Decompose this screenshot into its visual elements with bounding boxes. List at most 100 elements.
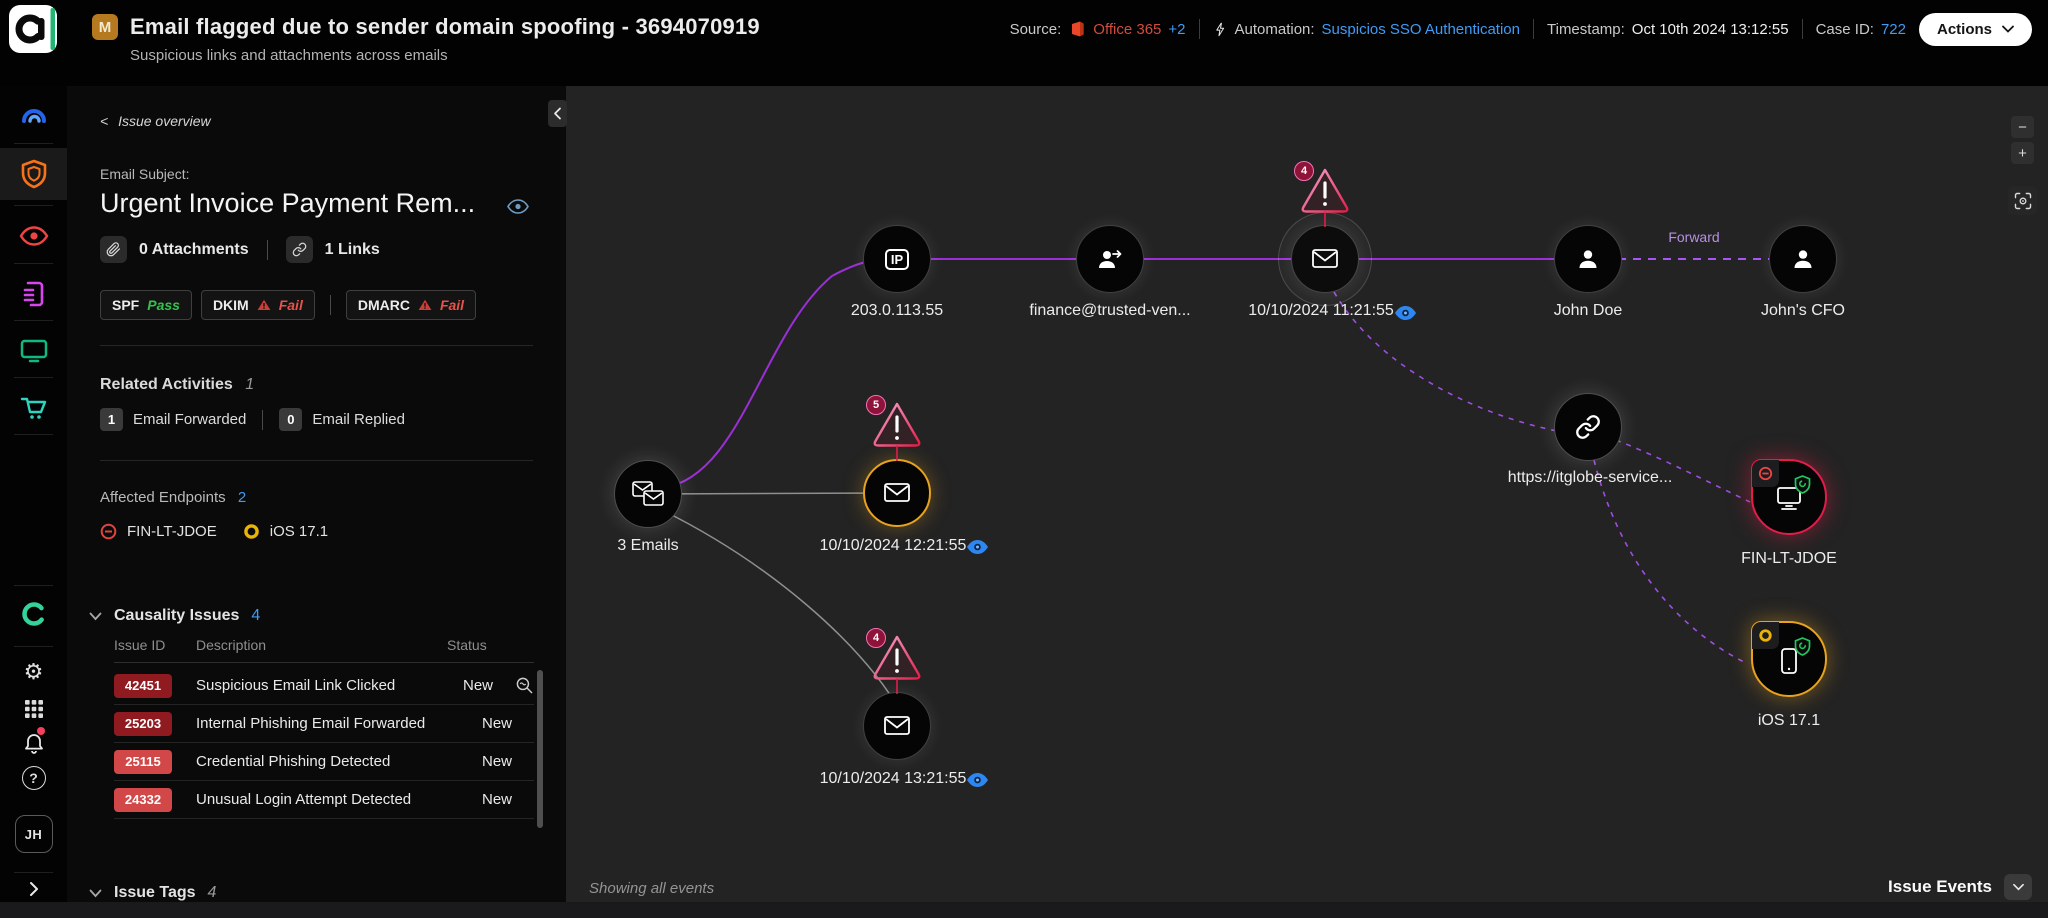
- apps-grid-button[interactable]: [0, 690, 67, 728]
- issue-tags-header[interactable]: Issue Tags 4: [89, 884, 216, 902]
- endpoint-fin-label[interactable]: FIN-LT-JDOE: [127, 523, 217, 540]
- node-device-fin-lt-jdoe[interactable]: [1751, 459, 1827, 535]
- dkim-label: DKIM: [212, 297, 249, 313]
- issue-events-label: Issue Events: [1888, 877, 1992, 896]
- actions-button[interactable]: Actions: [1918, 12, 2032, 46]
- protected-shield-icon: [1794, 637, 1811, 661]
- node-3-emails[interactable]: [614, 460, 682, 528]
- source-extra-link[interactable]: +2: [1168, 20, 1186, 38]
- rail-separator: [14, 872, 53, 873]
- automation-group: Automation: Suspicios SSO Authentication: [1213, 20, 1520, 38]
- related-activities-count: 1: [245, 376, 255, 393]
- label-email-1121: 10/10/2024 11:21:55: [1248, 302, 1394, 319]
- causality-row-1[interactable]: 42451 Suspicious Email Link Clicked New: [114, 667, 534, 705]
- nav-item-detection[interactable]: [0, 210, 67, 262]
- rail-separator: [14, 585, 53, 586]
- node-john-doe[interactable]: [1554, 225, 1622, 293]
- causality-graph-canvas[interactable]: Forward IP: [566, 86, 2048, 902]
- envelope-icon: [884, 716, 910, 735]
- attachment-chip: [100, 236, 127, 263]
- nav-item-issues[interactable]: [0, 148, 67, 200]
- zoom-in-button[interactable]: +: [2011, 142, 2034, 164]
- blocked-circle-icon: [1752, 460, 1779, 487]
- chevron-down-icon: [89, 889, 102, 897]
- back-to-issue-overview[interactable]: < Issue overview: [100, 113, 211, 129]
- collapse-panel-button[interactable]: [548, 100, 567, 127]
- auth-divider: [329, 295, 331, 315]
- edge-label-forward: Forward: [1668, 229, 1720, 245]
- showing-all-events-status: Showing all events: [589, 880, 715, 897]
- label-email-1321: 10/10/2024 13:21:55: [819, 770, 967, 787]
- issue-description: Suspicious Email Link Clicked: [196, 677, 396, 694]
- notifications-button[interactable]: [0, 722, 67, 762]
- warning-count: 5: [866, 395, 886, 415]
- analyze-magnifier-icon[interactable]: [515, 676, 534, 695]
- warning-badge-email-1221[interactable]: 5: [866, 395, 926, 463]
- expand-rail-button[interactable]: [0, 876, 67, 902]
- header-divider: [1801, 19, 1803, 39]
- endpoint-ios-label[interactable]: iOS 17.1: [269, 523, 329, 540]
- chevron-down-icon: [2012, 883, 2024, 891]
- causality-issues-header[interactable]: Causality Issues 4: [89, 607, 260, 625]
- node-johns-cfo[interactable]: [1769, 225, 1837, 293]
- nav-item-reports[interactable]: [0, 268, 67, 320]
- issue-events-dropdown-button[interactable]: [2004, 874, 2032, 900]
- section-divider: [100, 345, 533, 346]
- zoom-out-button[interactable]: −: [2011, 116, 2034, 138]
- node-email-1221[interactable]: [863, 459, 931, 527]
- view-event-button[interactable]: [966, 772, 989, 793]
- help-button[interactable]: ?: [0, 758, 67, 798]
- protected-shield-icon: [1794, 475, 1811, 499]
- table-header-divider: [114, 662, 534, 663]
- avatar-initials: JH: [14, 815, 53, 853]
- preview-email-button[interactable]: [507, 199, 529, 219]
- settings-button[interactable]: ⚙: [0, 652, 67, 692]
- node-email-1321[interactable]: [863, 692, 931, 760]
- view-event-button[interactable]: [1394, 305, 1417, 326]
- case-id-link[interactable]: 722: [1880, 20, 1906, 38]
- label-email-1221: 10/10/2024 12:21:55: [819, 537, 967, 554]
- app-logo[interactable]: [9, 5, 57, 53]
- warning-triangle-icon: [418, 299, 432, 310]
- view-event-button[interactable]: [966, 539, 989, 560]
- node-ip-address[interactable]: IP: [863, 225, 931, 293]
- causality-row-2[interactable]: 25203 Internal Phishing Email Forwarded …: [114, 705, 534, 743]
- dmarc-badge: DMARC Fail: [345, 290, 477, 320]
- issue-detail-panel: < Issue overview Email Subject: Urgent I…: [67, 86, 566, 902]
- fit-to-screen-button[interactable]: [2008, 186, 2037, 215]
- timestamp-value: Oct 10th 2024 13:12:55: [1631, 20, 1789, 38]
- node-email-1121[interactable]: [1278, 212, 1372, 306]
- nav-item-dashboard[interactable]: [0, 86, 67, 138]
- email-subject-value: Urgent Invoice Payment Rem...: [100, 188, 476, 218]
- automation-link[interactable]: Suspicios SSO Authentication: [1321, 20, 1520, 38]
- causality-row-3[interactable]: 25115 Credential Phishing Detected New: [114, 743, 534, 781]
- affected-endpoints-count: 2: [237, 489, 247, 506]
- node-sender[interactable]: [1076, 225, 1144, 293]
- user-avatar[interactable]: JH: [0, 808, 67, 860]
- edge-email-chain: [661, 258, 1588, 489]
- email-auth-row: SPF Pass DKIM Fail DMARC Fail: [100, 290, 477, 320]
- minus-icon: −: [2018, 118, 2027, 136]
- counts-divider: [262, 409, 264, 430]
- envelope-icon: [1312, 249, 1338, 268]
- warning-badge-email-1121[interactable]: 4: [1294, 161, 1354, 229]
- user-icon: [1794, 250, 1812, 268]
- node-device-ios[interactable]: [1751, 621, 1827, 697]
- timestamp-label: Timestamp:: [1547, 20, 1625, 38]
- header-meta: Source: Office 365 +2 Automation: Suspic…: [1010, 0, 2032, 58]
- node-url-link[interactable]: [1554, 393, 1622, 461]
- office-365-icon: [1072, 21, 1084, 37]
- document-icon: [23, 281, 43, 307]
- forwarded-label: Email Forwarded: [133, 411, 247, 428]
- warning-badge-email-1321[interactable]: 4: [866, 628, 926, 696]
- user-icon: [1579, 250, 1597, 268]
- causality-row-4[interactable]: 24332 Unusual Login Attempt Detected New: [114, 781, 534, 819]
- causality-issues-label: Causality Issues: [114, 607, 240, 624]
- notification-dot: [36, 727, 45, 735]
- nav-item-assets[interactable]: [0, 325, 67, 377]
- source-label: Source:: [1009, 20, 1062, 38]
- nav-item-marketplace[interactable]: [0, 382, 67, 434]
- nav-item-cortex-home[interactable]: [0, 588, 67, 640]
- table-scrollbar[interactable]: [537, 670, 543, 828]
